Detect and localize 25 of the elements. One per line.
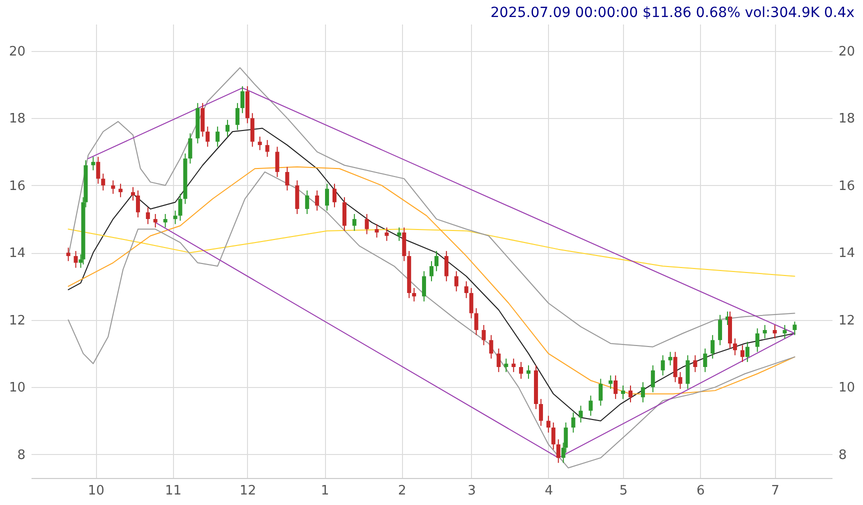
y-tick-label: 10 (8, 380, 26, 396)
x-tick-label: 10 (88, 484, 104, 498)
x-tick-label: 1 (320, 484, 330, 498)
x-tick-label: 3 (468, 484, 476, 498)
y2-tick-label: 8 (838, 448, 847, 463)
y2-tick-label: 10 (838, 380, 856, 396)
y2-tick-label: 20 (838, 44, 856, 60)
y-tick-label: 20 (8, 44, 26, 60)
x-tick-label: 7 (771, 484, 780, 498)
x-tick-label: 4 (544, 484, 554, 498)
x-tick-label: 12 (240, 484, 256, 498)
x-tick-label: 2 (398, 484, 406, 498)
y-tick-label: 14 (8, 246, 26, 262)
x-tick-label: 6 (696, 484, 705, 498)
x-tick-label: 5 (619, 484, 628, 498)
y2-tick-label: 18 (838, 112, 856, 127)
y2-tick-label: 14 (838, 246, 856, 262)
y-tick-label: 12 (8, 313, 26, 328)
x-tick-label: 11 (165, 484, 182, 498)
y-tick-label: 8 (17, 448, 26, 463)
y-tick-label: 16 (8, 178, 26, 194)
y-tick-label: 18 (8, 112, 26, 127)
y2-tick-label: 12 (838, 313, 856, 328)
chart-title: 2025.07.09 00:00:00 $11.86 0.68% vol:304.9K 0.4x (490, 5, 855, 21)
y2-tick-label: 16 (838, 178, 856, 194)
